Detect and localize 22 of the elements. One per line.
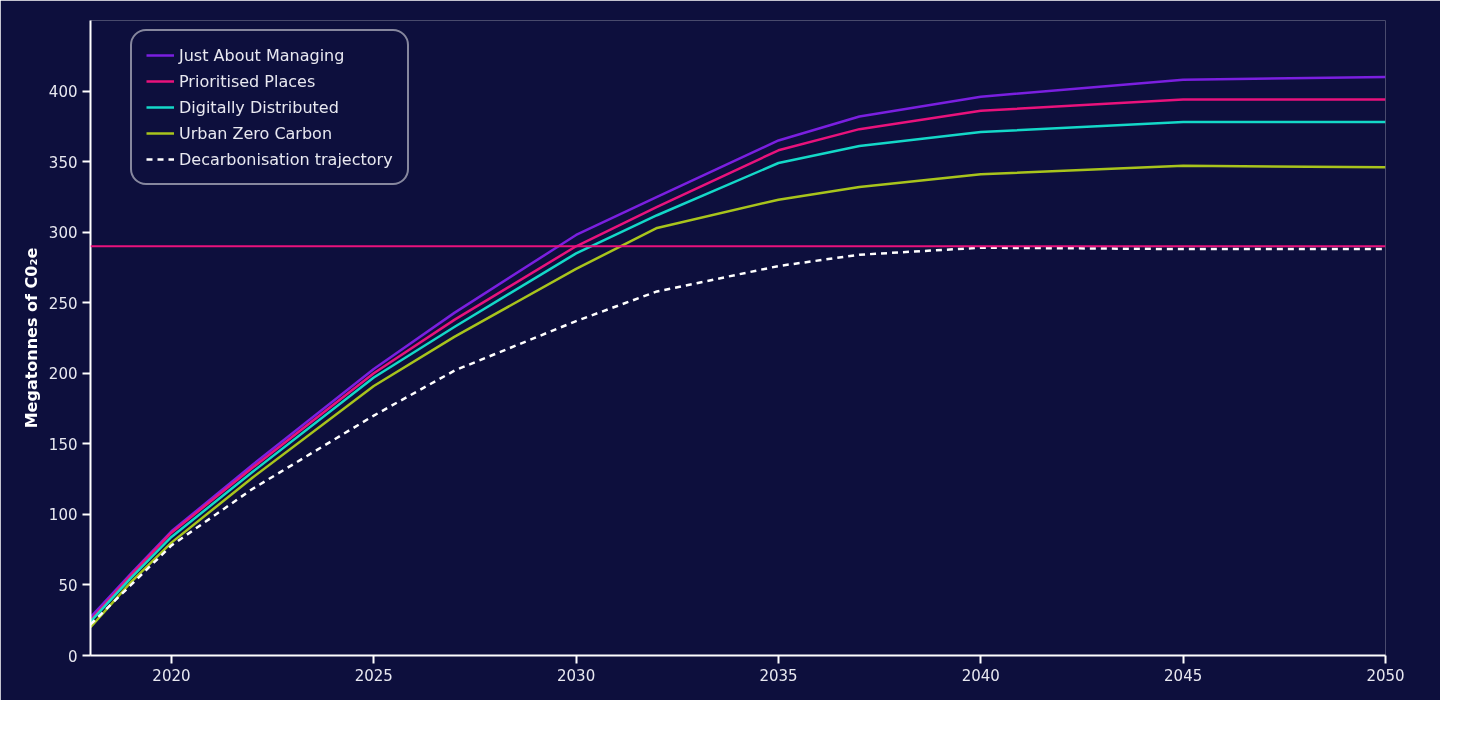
legend-label: Digitally Distributed — [179, 97, 339, 117]
x-tick-label: 2050 — [1366, 666, 1405, 685]
y-tick-label: 50 — [58, 576, 78, 595]
y-tick-label: 100 — [48, 506, 78, 525]
y-tick-label: 400 — [48, 83, 78, 102]
y-tick-label: 0 — [67, 647, 78, 666]
legend-label: Urban Zero Carbon — [179, 123, 333, 143]
x-tick-label: 2045 — [1164, 666, 1203, 685]
x-tick-label: 2035 — [759, 666, 798, 685]
x-tick-label: 2040 — [961, 666, 1000, 685]
x-tick-label: 2020 — [152, 666, 191, 685]
y-tick-label: 150 — [48, 435, 78, 454]
legend-label: Just About Managing — [179, 45, 345, 65]
y-tick-label: 350 — [48, 153, 78, 172]
y-tick-label: 300 — [48, 224, 78, 243]
y-axis-title: Megatonnes of C0₂e — [21, 247, 41, 429]
x-tick-label: 2025 — [354, 666, 393, 685]
legend-label: Prioritised Places — [179, 71, 316, 91]
y-tick-label: 250 — [48, 294, 78, 313]
legend-label: Decarbonisation trajectory — [179, 149, 393, 169]
x-tick-label: 2030 — [557, 666, 596, 685]
y-tick-label: 200 — [48, 365, 78, 384]
